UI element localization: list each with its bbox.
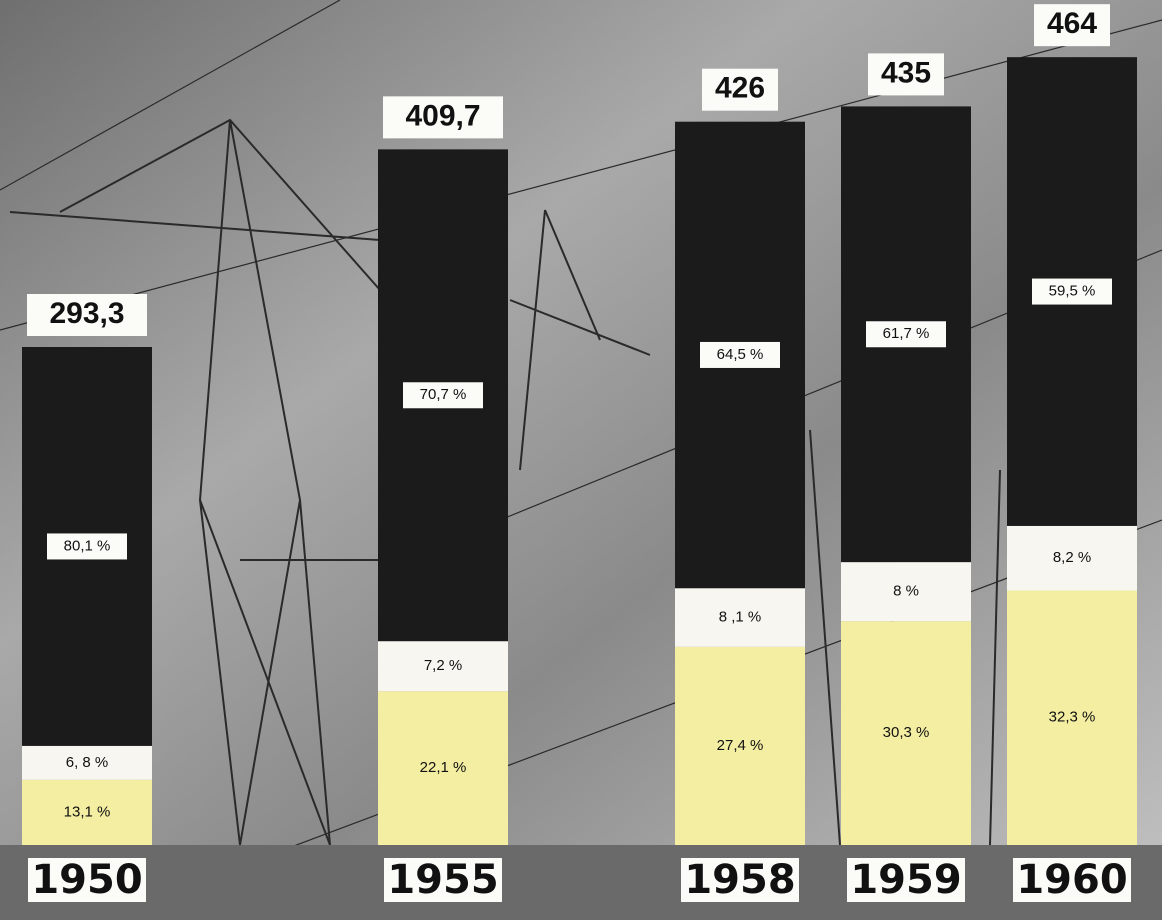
total-label-box (868, 53, 944, 96)
x-tick-label: 1960 (1016, 857, 1127, 903)
total-label-box (702, 68, 778, 111)
total-label: 426 (715, 72, 765, 105)
value-label: 80,1 % (64, 537, 111, 554)
value-label: 7,2 % (424, 657, 462, 674)
year-label-box (28, 858, 146, 902)
bar-segment (22, 745, 152, 780)
value-label: 59,5 % (1049, 283, 1096, 300)
x-tick-label: 1959 (850, 857, 961, 903)
value-label: 8 % (893, 583, 919, 600)
bar-segment (378, 641, 508, 692)
total-label: 409,7 (405, 99, 480, 132)
bar-segment (378, 691, 508, 845)
bar-segment (1007, 590, 1137, 845)
value-label: 27,4 % (717, 737, 764, 754)
total-label: 464 (1047, 7, 1097, 40)
value-label: 61,7 % (883, 325, 930, 342)
bar-segment (22, 779, 152, 845)
value-label: 64,5 % (717, 346, 764, 363)
bar-segment (841, 562, 971, 622)
total-label-box (27, 294, 147, 337)
footer-strip (0, 845, 1162, 920)
total-label: 435 (881, 56, 931, 89)
total-label-box (383, 96, 503, 139)
year-label-box (681, 858, 799, 902)
value-label: 6, 8 % (66, 754, 109, 771)
value-label: 8,2 % (1053, 549, 1091, 566)
year-label-box (1013, 858, 1131, 902)
value-label: 70,7 % (420, 386, 467, 403)
value-label-box (700, 341, 780, 368)
x-tick-label: 1955 (387, 857, 498, 903)
pylon-art (0, 0, 1162, 901)
value-label-box (47, 533, 127, 560)
value-label: 30,3 % (883, 724, 930, 741)
value-label: 13,1 % (64, 803, 111, 820)
year-label-box (384, 858, 502, 902)
x-tick-label: 1950 (31, 857, 142, 903)
x-tick-label: 1958 (684, 857, 795, 903)
value-label: 8 ,1 % (719, 608, 762, 625)
value-label-box (1032, 278, 1112, 305)
bar-segment (1007, 525, 1137, 591)
total-label: 293,3 (49, 297, 124, 330)
total-label-box (1034, 4, 1110, 47)
bar-segment (675, 646, 805, 845)
bar-segment (675, 588, 805, 647)
value-label-box (403, 382, 483, 409)
value-label: 22,1 % (420, 759, 467, 776)
bar-segment (841, 621, 971, 845)
value-label-box (866, 321, 946, 348)
value-label: 32,3 % (1049, 709, 1096, 726)
year-label-box (847, 858, 965, 902)
